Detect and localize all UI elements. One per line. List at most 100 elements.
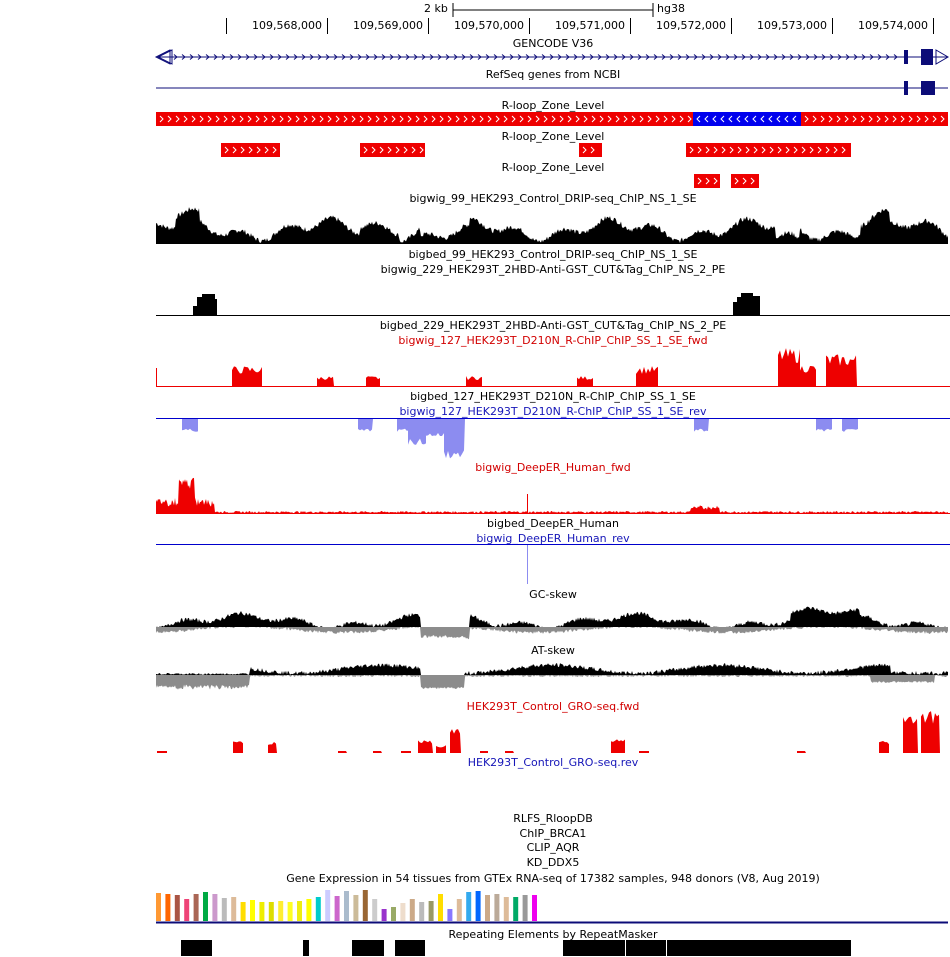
track-label-rloop-zone: R-loop_Zone_Level [501,161,605,174]
gtex-tissue-bar[interactable] [212,894,218,921]
ruler-position-label: 109,570,000 [454,19,524,32]
gtex-tissue-bar[interactable] [409,899,415,921]
track-label-repeatmasker: Repeating Elements by RepeatMasker [448,928,658,941]
track-label-rloop-zone: R-loop_Zone_Level [501,99,605,112]
gtex-tissue-bar[interactable] [259,902,265,921]
gc-skew-signal[interactable] [0,600,950,645]
rloop-zone-track-2[interactable] [0,142,950,158]
track-label-deeper-bed: bigbed_DeepER_Human [486,517,619,530]
gtex-tissue-bar[interactable] [428,901,434,921]
assembly-label: hg38 [657,2,685,15]
gtex-tissue-bar[interactable] [334,896,340,921]
gtex-tissue-bar[interactable] [344,891,349,921]
ruler-position-label: 109,569,000 [353,19,423,32]
track-label-gencode: GENCODE V36 [512,37,594,50]
gtex-tissue-bar[interactable] [503,897,509,921]
gtex-tissue-bar[interactable] [485,895,490,921]
track-label-gro-fwd: HEK293T_Control_GRO-seq.fwd [466,700,640,713]
scale-bar-length: 2 kb [424,2,448,15]
gencode-gene-model[interactable] [0,48,950,66]
gtex-tissue-bar[interactable] [475,891,481,921]
gro-seq-fwd-signal[interactable] [0,711,950,754]
gtex-tissue-bar[interactable] [193,894,199,921]
track-label-gro-rev: HEK293T_Control_GRO-seq.rev [467,756,639,769]
track-label-bigbed-99: bigbed_99_HEK293_Control_DRIP-seq_ChIP_N… [408,248,698,261]
gtex-tissue-bar[interactable] [391,907,396,921]
gtex-tissue-bar[interactable] [297,901,302,921]
track-label-at-skew: AT-skew [531,644,575,657]
gtex-tissue-bar[interactable] [278,901,284,921]
ruler-tick [630,18,631,34]
ruler-position-label: 109,568,000 [252,19,322,32]
gtex-tissue-bar[interactable] [231,897,237,921]
gtex-tissue-bar[interactable] [419,902,425,921]
deeper-rev-signal[interactable] [0,544,950,586]
refseq-gene-model[interactable] [0,80,950,96]
gtex-tissue-bar[interactable] [268,902,274,921]
track-label-deeper-fwd: bigwig_DeepER_Human_fwd [475,461,631,474]
gtex-tissue-bar[interactable] [400,903,406,921]
gtex-tissue-bar[interactable] [250,900,255,921]
gtex-tissue-bar[interactable] [532,895,537,921]
track-label-bigbed-229: bigbed_229_HEK293T_2HBD-Anti-GST_CUT&Tag… [379,319,727,332]
gtex-tissue-bar[interactable] [456,899,462,921]
ruler-tick [428,18,429,34]
gtex-tissue-bar[interactable] [494,894,500,921]
track-label-chip-brca1: ChIP_BRCA1 [519,827,587,840]
track-label-gtex: Gene Expression in 54 tissues from GTEx … [286,872,820,885]
ruler-position-label: 109,573,000 [757,19,827,32]
ruler-position-label: 109,571,000 [555,19,625,32]
ruler-tick [529,18,530,34]
rloop-zone-track-1[interactable] [0,111,950,127]
gtex-tissue-bar[interactable] [306,899,312,921]
gtex-tissue-bar[interactable] [221,898,227,921]
track-label-bigwig-127-rev: bigwig_127_HEK293T_D210N_R-ChIP_ChIP_SS_… [399,405,707,418]
ruler-tick [933,18,934,34]
gtex-tissue-bar[interactable] [353,895,359,921]
track-label-gc-skew: GC-skew [529,588,577,601]
gtex-tissue-bar[interactable] [372,899,378,921]
track-label-deeper-rev: bigwig_DeepER_Human_rev [476,532,630,545]
gtex-tissue-bar[interactable] [466,892,472,921]
track-label-clip-aqr: CLIP_AQR [526,841,580,854]
r-chip-fwd-signal[interactable] [0,346,950,387]
track-label-kd-ddx5: KD_DDX5 [526,856,580,869]
track-label-bigwig-127-fwd: bigwig_127_HEK293T_D210N_R-ChIP_ChIP_SS_… [398,334,708,347]
ruler-tick [327,18,328,34]
gtex-tissue-bar[interactable] [522,895,528,921]
deeper-fwd-signal[interactable] [0,474,950,514]
gtex-tissue-bar[interactable] [174,895,180,921]
track-label-bigwig-229: bigwig_229_HEK293T_2HBD-Anti-GST_CUT&Tag… [380,263,726,276]
gtex-tissue-bar[interactable] [315,897,321,921]
track-label-bigbed-127: bigbed_127_HEK293T_D210N_R-ChIP_ChIP_SS_… [410,390,696,403]
ruler-tick [731,18,732,34]
drip-seq-signal[interactable] [0,205,950,245]
ruler-tick [832,18,833,34]
gtex-tissue-bar[interactable] [287,902,293,921]
gtex-tissue-bar[interactable] [184,899,190,921]
repeatmasker-elements[interactable] [0,940,950,957]
gtex-tissue-bar[interactable] [447,909,453,921]
gtex-tissue-bar[interactable] [165,894,171,921]
gtex-tissue-bar[interactable] [438,894,443,921]
rloop-zone-track-3[interactable] [0,173,950,189]
at-skew-signal[interactable] [0,654,950,694]
track-label-bigwig-99: bigwig_99_HEK293_Control_DRIP-seq_ChIP_N… [409,192,697,205]
cut-tag-signal[interactable] [0,275,950,316]
ruler-position-label: 109,574,000 [858,19,928,32]
gtex-tissue-bar[interactable] [325,890,331,921]
scale-bar [452,3,654,17]
track-label-refseq: RefSeq genes from NCBI [485,68,621,81]
gtex-tissue-bar[interactable] [203,892,208,921]
gtex-tissue-bar[interactable] [156,893,161,921]
gtex-tissue-bar[interactable] [513,897,519,921]
gtex-tissue-bar[interactable] [381,909,387,921]
ruler-position-label: 109,572,000 [656,19,726,32]
gtex-expression-bars[interactable] [0,886,950,926]
gtex-tissue-bar[interactable] [362,890,368,921]
r-chip-rev-signal[interactable] [0,418,950,460]
track-label-rloop-zone: R-loop_Zone_Level [501,130,605,143]
gtex-tissue-bar[interactable] [240,902,246,921]
track-label-rlfs: RLFS_RloopDB [513,812,593,825]
